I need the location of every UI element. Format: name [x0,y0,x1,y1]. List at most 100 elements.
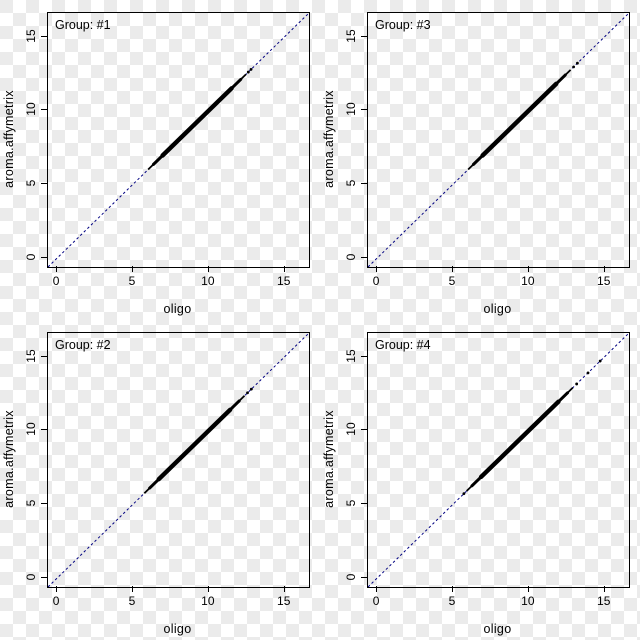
y-tick-label: 15 [344,28,358,43]
x-tick-label: 15 [277,274,291,288]
y-tick [361,355,367,357]
outlier-point [246,391,249,395]
x-tick [283,266,285,272]
x-tick [131,266,133,272]
panel-quadrant-group-3: Group: #3 oligo aroma.affymetrix 0 5 10 15 0… [320,0,640,320]
outlier-point [246,70,250,74]
x-axis-title: oligo [483,302,512,316]
panel-title: Group: #1 [55,18,111,32]
y-tick [41,257,47,259]
x-axis-title: oligo [483,622,512,636]
x-tick-label: 0 [52,274,60,288]
dense-segment [480,81,559,158]
plot-panel: Group: #2 [47,332,310,588]
y-tick [41,503,47,505]
x-tick-label: 15 [597,594,611,608]
y-tick [361,183,367,185]
dense-segment [156,407,233,482]
x-tick-label: 15 [597,274,611,288]
y-tick [41,35,47,37]
plot-canvas [368,13,629,267]
dense-segment [478,399,561,480]
plot-panel: Group: #4 [367,332,630,588]
x-tick-label: 5 [448,594,456,608]
x-tick [603,266,605,272]
y-tick-label: 0 [344,573,358,581]
y-tick [361,257,367,259]
plot-panel: Group: #1 [47,12,310,268]
y-tick [41,183,47,185]
x-tick [207,586,209,592]
y-tick-label: 5 [344,499,358,507]
y-axis-title: aroma.affymetrix [322,410,336,508]
x-tick [131,586,133,592]
x-tick [376,586,378,592]
x-tick-label: 10 [521,594,535,608]
x-tick-label: 0 [372,274,380,288]
outlier-point [576,61,579,65]
x-tick [527,266,529,272]
y-tick-label: 5 [24,179,38,187]
outlier-point [598,359,602,363]
x-tick-label: 0 [372,594,380,608]
x-tick-label: 5 [128,274,136,288]
x-tick [527,586,529,592]
outlier-point [249,387,253,391]
y-tick [41,577,47,579]
y-tick-label: 10 [24,102,38,117]
y-tick [361,35,367,37]
outlier-point [586,371,590,375]
panel-quadrant-group-1: Group: #1 oligo aroma.affymetrix 0 5 10 15 0… [0,0,320,320]
y-tick-label: 15 [24,348,38,363]
plot-canvas [48,333,309,587]
x-axis-title: oligo [163,622,192,636]
y-axis-title: aroma.affymetrix [2,410,16,508]
y-tick [41,355,47,357]
x-tick [376,266,378,272]
plot-canvas [48,13,309,267]
dense-segment [160,86,234,158]
y-tick [361,577,367,579]
y-tick [41,429,47,431]
y-tick [361,109,367,111]
x-tick-label: 10 [201,594,215,608]
y-tick-label: 15 [344,348,358,363]
panel-title: Group: #2 [55,338,111,352]
x-tick [283,586,285,592]
y-tick-label: 5 [344,179,358,187]
x-tick-label: 10 [521,274,535,288]
y-tick-label: 10 [344,102,358,117]
outlier-point [249,68,253,71]
x-tick-label: 0 [52,594,60,608]
y-tick [41,109,47,111]
x-axis-title: oligo [163,302,192,316]
x-tick [56,266,58,272]
outlier-point [462,492,466,496]
y-tick-label: 10 [24,422,38,437]
y-tick [361,503,367,505]
x-tick [56,586,58,592]
y-tick [361,429,367,431]
panel-title: Group: #3 [375,18,431,32]
y-tick-label: 15 [24,28,38,43]
panel-quadrant-group-2: Group: #2 oligo aroma.affymetrix 0 5 10 15 0… [0,320,320,640]
x-tick [451,586,453,592]
outlier-point [575,382,579,386]
x-tick-label: 5 [448,274,456,288]
plot-canvas [368,333,629,587]
y-tick-label: 0 [24,573,38,581]
y-tick-label: 0 [24,253,38,261]
outlier-point [572,65,576,69]
y-tick-label: 0 [344,253,358,261]
y-axis-title: aroma.affymetrix [2,90,16,188]
plot-panel: Group: #3 [367,12,630,268]
panel-title: Group: #4 [375,338,431,352]
x-tick-label: 5 [128,594,136,608]
y-tick-label: 10 [344,422,358,437]
x-tick-label: 15 [277,594,291,608]
x-tick [207,266,209,272]
panel-quadrant-group-4: Group: #4 oligo aroma.affymetrix 0 5 10 15 0… [320,320,640,640]
x-tick-label: 10 [201,274,215,288]
y-axis-title: aroma.affymetrix [322,90,336,188]
